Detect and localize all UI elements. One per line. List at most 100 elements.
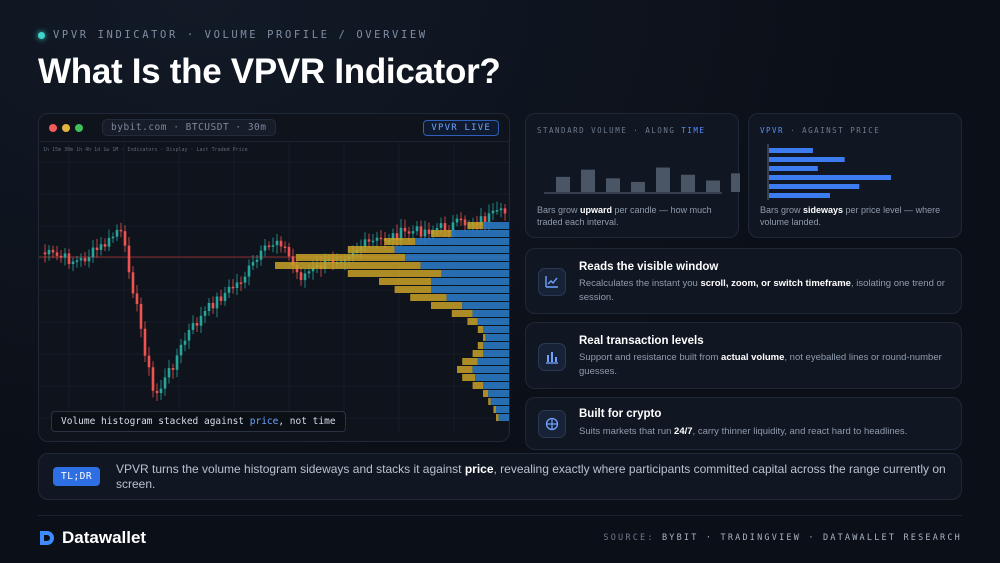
vertical-volume-bars xyxy=(544,167,740,194)
candle-body xyxy=(239,282,243,284)
vpvr-buy-segment xyxy=(384,238,416,245)
vpvr-buy-segment xyxy=(467,318,478,325)
candle-body xyxy=(479,216,483,225)
page-title: What Is the VPVR Indicator? xyxy=(38,52,501,91)
vpvr-sell-segment xyxy=(446,294,509,301)
volume-bar xyxy=(606,178,620,192)
vpvr-bar xyxy=(769,184,860,189)
candle-body xyxy=(367,239,371,242)
candle-body xyxy=(275,240,279,246)
label-accent: VPVR xyxy=(760,126,785,135)
candle-body xyxy=(503,208,507,214)
candle-body xyxy=(183,340,187,345)
candle-body xyxy=(135,293,139,305)
desc-post: , isolating one trend or session. xyxy=(579,278,945,303)
candle-body xyxy=(75,260,79,262)
vpvr-buy-segment xyxy=(451,310,473,317)
candle-body xyxy=(283,246,287,248)
tldr-panel: TL;DR VPVR turns the volume histogram si… xyxy=(38,453,962,500)
vpvr-buy-segment xyxy=(295,254,405,261)
vpvr-buy-segment xyxy=(347,246,395,253)
candle-body xyxy=(131,272,135,294)
vpvr-sell-segment xyxy=(472,310,509,317)
candle-body xyxy=(59,255,63,258)
text-post: per candle — how much traded each interv… xyxy=(537,205,712,227)
vpvr-sell-segment xyxy=(483,222,509,229)
vpvr-sell-segment xyxy=(477,318,509,325)
desc-bold: 24/7 xyxy=(674,426,693,437)
url-pill[interactable]: bybit.com · BTCUSDT · 30m xyxy=(102,119,276,136)
candle-body xyxy=(483,216,487,223)
candle-body xyxy=(279,240,283,247)
feature-title: Real transaction levels xyxy=(579,335,704,347)
candle-body xyxy=(371,240,375,243)
chart-caption: Volume histogram stacked against price, … xyxy=(51,411,346,432)
candle-body xyxy=(67,253,71,265)
vpvr-buy-segment xyxy=(431,230,452,237)
horizontal-volume-bars xyxy=(767,144,891,200)
candle-body xyxy=(399,227,403,241)
candle-body xyxy=(107,237,111,247)
vpvr-bar xyxy=(769,166,818,171)
brand-logo[interactable]: Datawallet xyxy=(38,528,146,548)
candle-body xyxy=(411,231,415,234)
vpvr-buy-segment xyxy=(431,302,463,309)
tldr-pre: VPVR turns the volume histogram sideways… xyxy=(116,462,465,476)
candle-body xyxy=(255,259,259,262)
vpvr-buy-segment xyxy=(493,406,496,413)
vpvr-buy-segment xyxy=(488,398,491,405)
line-chart-icon xyxy=(538,268,566,296)
candle-body xyxy=(243,276,247,283)
tldr-bold: price xyxy=(464,462,494,476)
candle-body xyxy=(259,250,263,260)
vpvr-sell-segment xyxy=(485,334,509,341)
vpvr-buy-segment xyxy=(477,326,483,333)
volume-bar xyxy=(681,174,695,192)
close-window-icon[interactable] xyxy=(49,123,57,132)
vpvr-sell-segment xyxy=(483,326,509,333)
candle-body xyxy=(459,218,463,221)
feature-card-crypto: Built for crypto Suits markets that run … xyxy=(525,397,962,450)
vpvr-sell-segment xyxy=(441,270,509,277)
eyebrow: VPVR INDICATOR · VOLUME PROFILE / OVERVI… xyxy=(38,29,428,41)
desc-pre: Support and resistance built from xyxy=(579,352,722,363)
candle-body xyxy=(143,328,147,356)
vpvr-sell-segment xyxy=(462,302,509,309)
candle-body xyxy=(63,253,67,258)
vpvr-buy-segment xyxy=(462,358,478,365)
desc-pre: Suits markets that run xyxy=(579,426,675,437)
candle-body xyxy=(303,273,307,281)
chart-window-bar: bybit.com · BTCUSDT · 30m VPVR LIVE xyxy=(39,114,509,142)
candle-body xyxy=(147,355,151,368)
source-line: SOURCE: BYBIT · TRADINGVIEW · DATAWALLET… xyxy=(603,533,962,543)
tldr-post: , revealing exactly where participants c… xyxy=(116,462,946,491)
bar-chart-icon xyxy=(538,343,566,371)
caption-text: Volume histogram stacked against xyxy=(61,416,250,427)
candle-body xyxy=(127,245,131,273)
vpvr-sell-segment xyxy=(483,342,509,349)
candle-body xyxy=(203,311,207,316)
source-label: SOURCE: xyxy=(603,533,655,543)
desc-bold: actual volume xyxy=(721,352,785,363)
vpvr-sell-segment xyxy=(394,246,509,253)
vpvr-card: VPVR · AGAINST PRICE Bars grow sideways … xyxy=(748,113,962,238)
candle-body xyxy=(47,249,51,255)
candle-body xyxy=(395,233,399,241)
candle-body xyxy=(443,223,447,231)
candle-body xyxy=(263,245,267,251)
minimize-window-icon[interactable] xyxy=(62,123,70,132)
candle-body xyxy=(175,355,179,370)
volume-bar xyxy=(656,167,670,192)
candle-body xyxy=(151,367,155,391)
candle-body xyxy=(163,377,167,389)
maximize-window-icon[interactable] xyxy=(75,123,83,132)
feature-desc: Suits markets that run 24/7, carry thinn… xyxy=(579,425,949,439)
candle-body xyxy=(87,257,91,262)
vpvr-text: Bars grow sideways per price level — whe… xyxy=(760,204,960,228)
eyebrow-text: VPVR INDICATOR · VOLUME PROFILE / OVERVI… xyxy=(53,29,428,41)
vpvr-label: VPVR · AGAINST PRICE xyxy=(760,126,880,135)
candle-body xyxy=(251,261,255,266)
vpvr-sell-segment xyxy=(472,366,509,373)
candle-body xyxy=(191,323,195,330)
volume-bar xyxy=(581,169,595,192)
